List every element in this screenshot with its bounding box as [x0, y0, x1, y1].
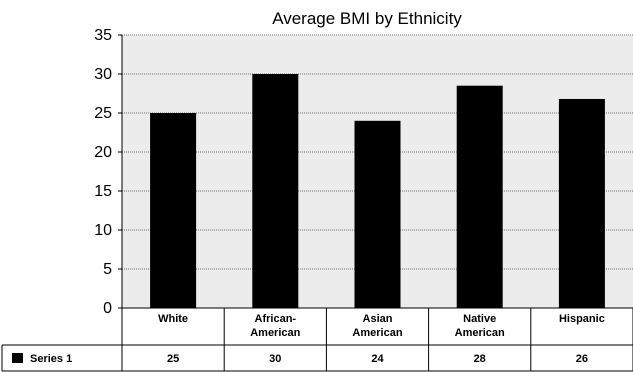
y-axis: 0 5 10 15 20 25 30 35 [94, 27, 123, 317]
bar [354, 120, 401, 308]
bar [252, 74, 299, 308]
table-value: 26 [576, 353, 588, 365]
series-name: Series 1 [30, 353, 72, 365]
y-tick-label: 35 [94, 27, 112, 44]
y-tick-label: 25 [94, 105, 112, 122]
category-label: Native American [455, 313, 505, 339]
y-tick-label: 0 [103, 300, 112, 317]
legend-swatch [12, 353, 23, 363]
table-value: 24 [371, 353, 384, 365]
chart-title: Average BMI by Ethnicity [272, 9, 462, 28]
table-value: 28 [474, 353, 486, 365]
y-tick-label: 20 [94, 144, 112, 161]
data-table: White African-American Asian American Native… [1, 307, 633, 372]
category-label: White [158, 313, 188, 325]
y-tick-label: 30 [94, 66, 112, 83]
bars [150, 74, 605, 309]
bar [456, 85, 503, 308]
y-tick-label: 5 [103, 261, 112, 278]
table-value: 25 [167, 353, 179, 365]
category-label: Asian American [352, 313, 402, 339]
bar [150, 113, 197, 308]
bar [558, 98, 605, 309]
y-tick-label: 10 [94, 222, 112, 239]
table-value: 30 [269, 353, 281, 365]
category-label: Hispanic [559, 313, 605, 325]
category-label: African-American [250, 313, 300, 339]
y-tick-label: 15 [94, 183, 112, 200]
